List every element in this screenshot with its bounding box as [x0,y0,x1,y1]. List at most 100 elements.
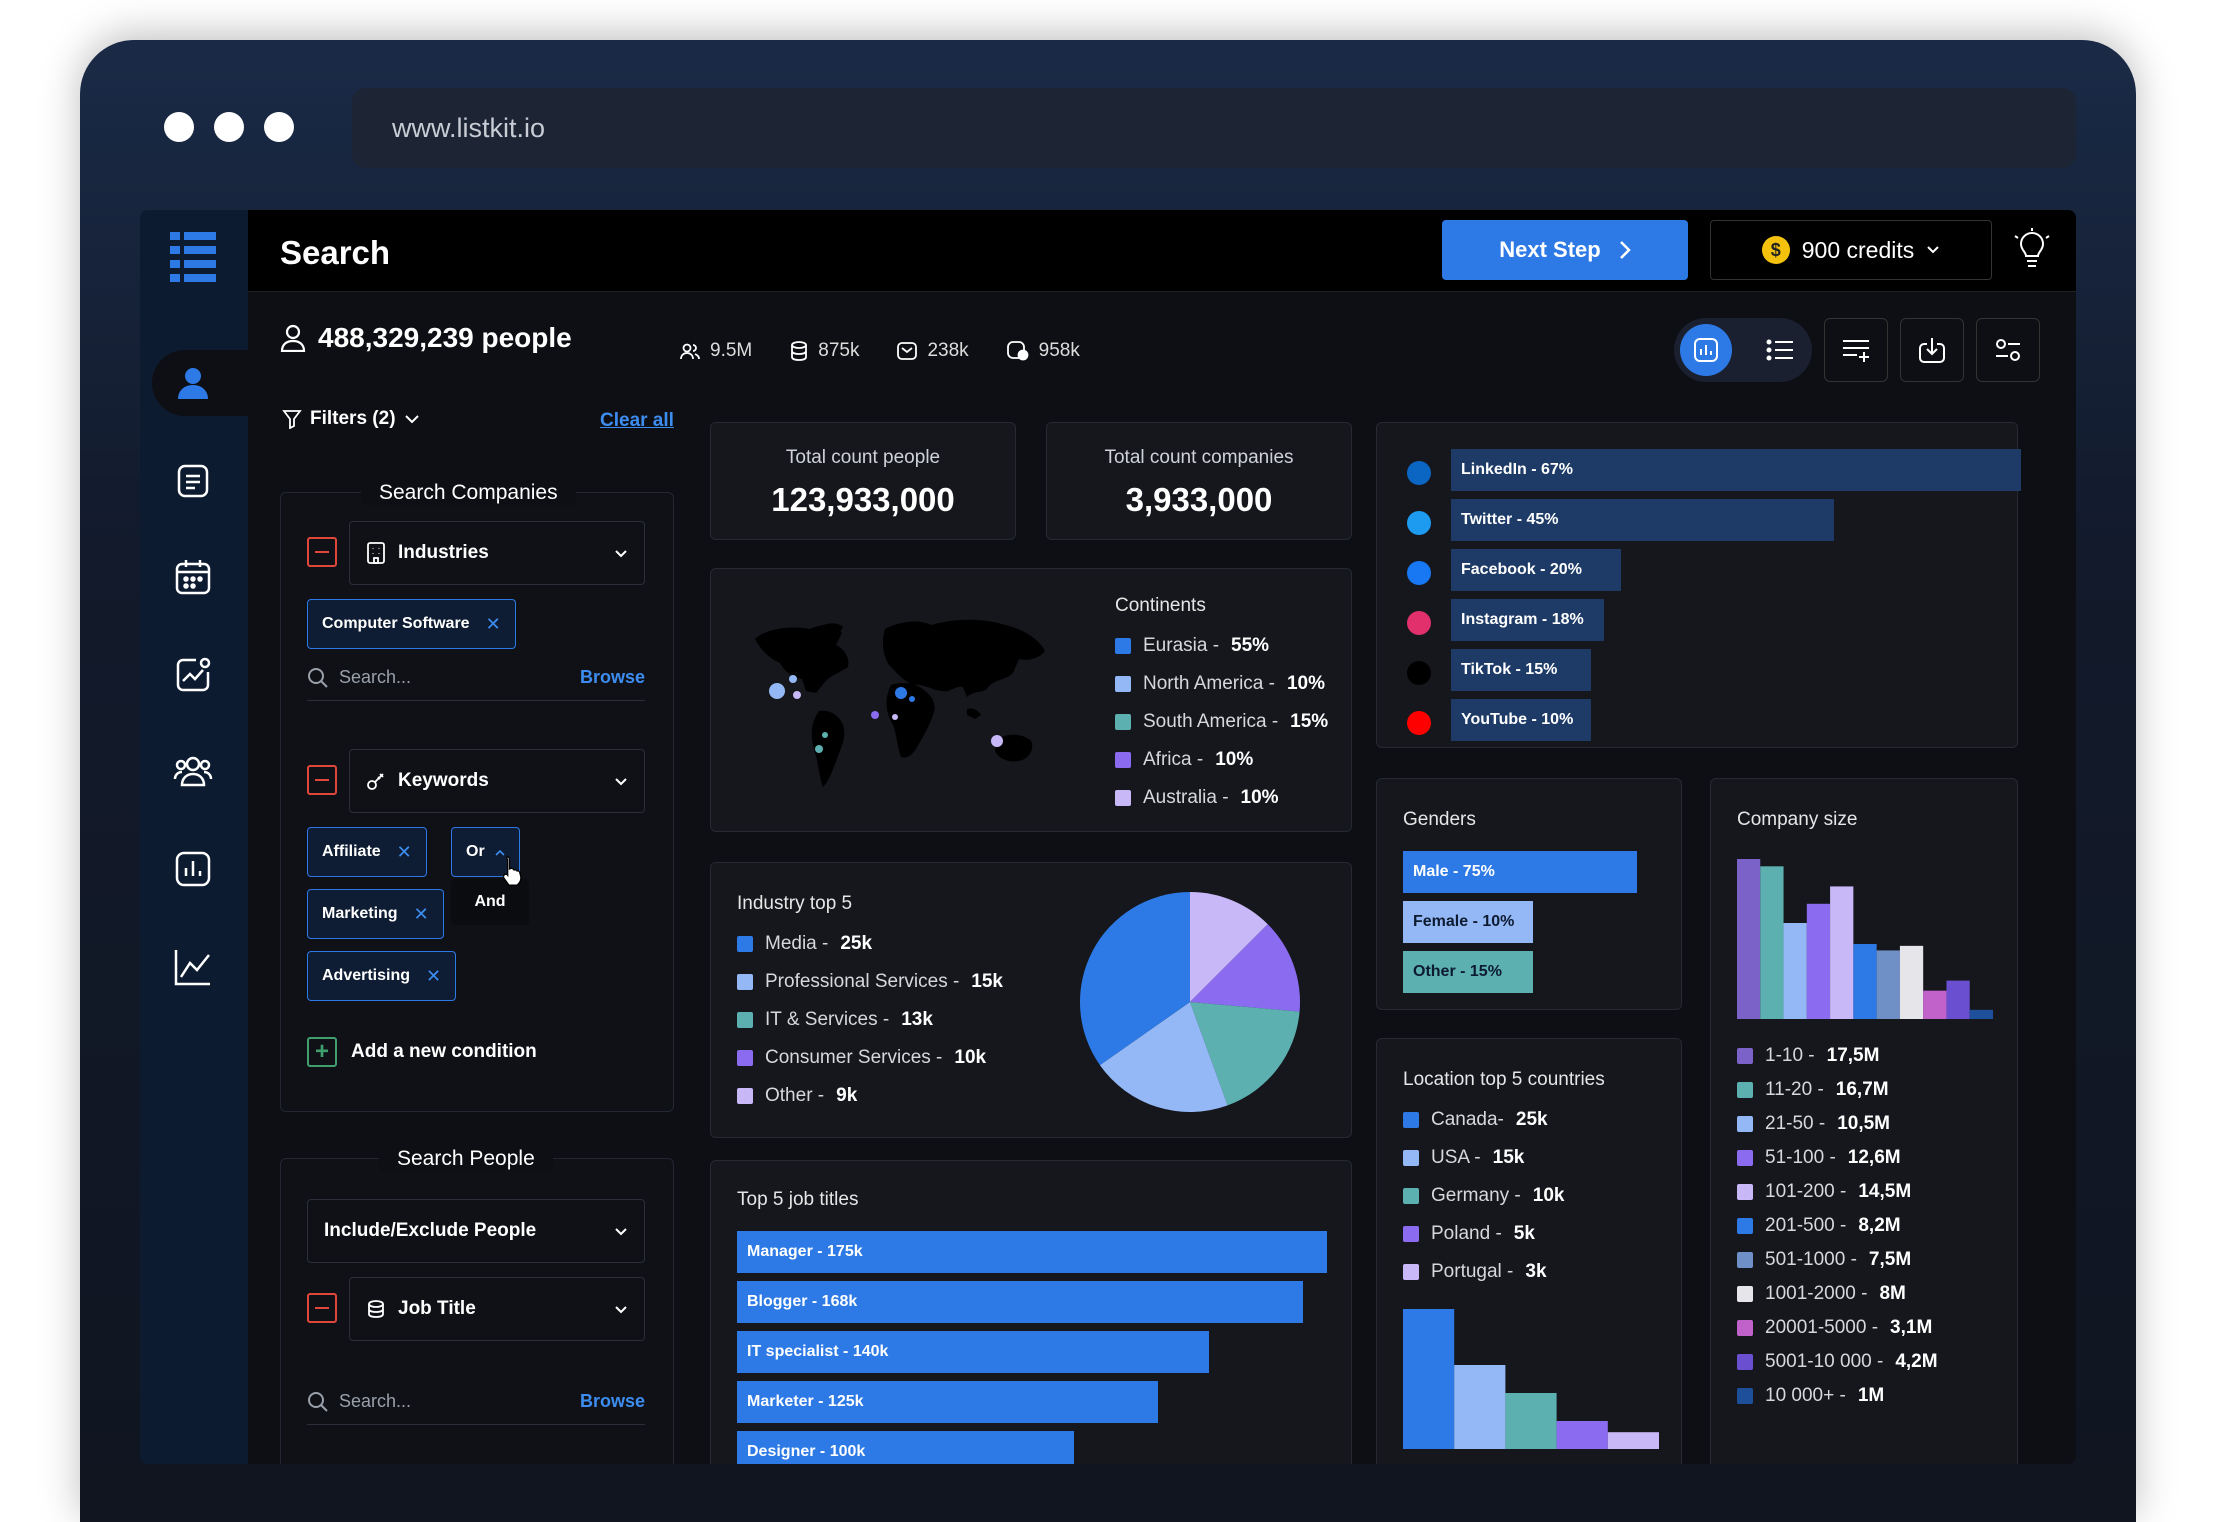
view-controls [1674,318,2040,382]
social-bar-label: YouTube - 10% [1461,711,1574,728]
logo-icon [170,232,216,282]
search-companies-panel: Search Companies Industries Computer Sof… [280,481,674,1112]
sidebar-item-calendar[interactable] [170,554,216,600]
industry-legend-item: Other - 9k [737,1085,1003,1107]
company-size-legend-swatch [1737,1320,1753,1336]
location-bar [1607,1432,1659,1449]
location-legend-swatch [1403,1264,1419,1280]
maximize-window-dot[interactable] [264,112,294,142]
company-size-legend-value: 14,5M [1858,1181,1912,1202]
pie-slice [1099,1002,1228,1112]
company-size-card: Company size 1-10 - 17,5M 11-20 - 16,7M 21… [1710,778,2018,1464]
add-column-button[interactable] [1824,318,1888,382]
location-legend-label: Germany - [1431,1185,1521,1206]
location-legend: Canada- 25k USA - 15k Germany - 10k Poland … [1403,1109,1564,1283]
search-people-title: Search People [379,1147,553,1171]
include-exclude-dropdown[interactable]: Include/Exclude People [307,1199,645,1263]
close-icon[interactable]: ✕ [426,965,442,986]
browse-industries-link[interactable]: Browse [579,667,645,687]
chevron-down-icon [404,415,419,424]
main-content: 488,329,239 people 9.5M 875k 238k 958k [248,292,2076,1464]
industry-legend-label: Media - [765,933,829,954]
filters-toggle[interactable]: Filters (2) [282,408,420,430]
browse-job-titles-link[interactable]: Browse [579,1391,645,1411]
continents-card: Continents Eurasia - 55% North America - … [710,568,1352,832]
location-legend-label: USA - [1431,1147,1481,1168]
industry-legend: Media - 25k Professional Services - 15k IT… [737,933,1003,1107]
sidebar-item-people[interactable] [170,360,216,406]
company-size-legend-item: 5001-10 000 - 4,2M [1737,1351,1938,1373]
continents-legend-item: South America - 15% [1115,711,1328,733]
close-icon[interactable]: ✕ [485,613,501,634]
keyword-chip-affiliate[interactable]: Affiliate ✕ [307,827,427,877]
minimize-window-dot[interactable] [214,112,244,142]
continents-legend-swatch [1115,638,1131,654]
credits-dropdown[interactable]: $ 900 credits [1710,220,1992,280]
total-companies-label: Total count companies [1104,447,1294,468]
remove-keywords-button[interactable] [307,765,337,795]
job-titles-card: Top 5 job titles Manager - 175k Blogger -… [710,1160,1352,1464]
continents-legend-value: 10% [1286,673,1326,694]
keyword-chip-marketing[interactable]: Marketing ✕ [307,889,444,939]
gender-bar: Male - 75% [1403,851,1637,893]
chevron-down-icon [615,1305,627,1313]
add-condition-button[interactable]: + Add a new condition [307,1037,537,1067]
company-size-legend-value: 10,5M [1837,1113,1891,1134]
sidebar-item-analytics[interactable] [170,652,216,698]
line-chart-icon [174,950,210,986]
calendar-icon [175,560,211,595]
industry-legend-label: Professional Services - [765,971,960,992]
pie-slice [1190,924,1300,1012]
gender-bar-label: Female - 10% [1413,913,1515,930]
industries-search[interactable]: Search... Browse [307,655,645,701]
location-legend-item: Germany - 10k [1403,1185,1564,1207]
search-people-panel: Search People Include/Exclude People Job… [280,1147,674,1464]
continents-legend-label: South America - [1143,711,1279,732]
job-title-search[interactable]: Search... Browse [307,1379,645,1425]
company-size-legend-swatch [1737,1184,1753,1200]
social-bar: Twitter - 45% [1451,499,1834,541]
remove-industries-button[interactable] [307,537,337,567]
job-title-dropdown[interactable]: Job Title [349,1277,645,1341]
industry-legend-item: IT & Services - 13k [737,1009,1003,1031]
lightbulb-icon[interactable] [2012,228,2052,270]
database-icon [368,1300,384,1318]
continents-legend-value: 10% [1240,787,1279,808]
user-icon [280,324,306,352]
company-size-bar [1876,950,1900,1019]
list-view-button[interactable] [1754,339,1806,361]
next-step-label: Next Step [1499,237,1601,262]
facebook-icon [1407,561,1431,585]
industry-chip[interactable]: Computer Software ✕ [307,599,516,649]
remove-job-title-button[interactable] [307,1293,337,1323]
operator-option-and[interactable]: And [451,879,529,925]
url-bar[interactable]: www.listkit.io [352,88,2076,168]
download-button[interactable] [1900,318,1964,382]
tiktok-icon [1407,661,1431,685]
clear-all-link[interactable]: Clear all [600,410,674,431]
next-step-button[interactable]: Next Step [1442,220,1688,280]
sidebar-item-reports[interactable] [170,846,216,892]
bar-chart-icon [1694,338,1718,362]
industries-dropdown[interactable]: Industries [349,521,645,585]
download-icon [1919,338,1945,363]
stat-emails: 238k [897,340,969,362]
keyword-chip-advertising[interactable]: Advertising ✕ [307,951,457,1001]
company-size-legend-value: 4,2M [1895,1351,1938,1372]
chart-view-button[interactable] [1680,324,1732,376]
plus-icon: + [307,1037,337,1067]
company-size-legend-swatch [1737,1286,1753,1302]
settings-button[interactable] [1976,318,2040,382]
keywords-dropdown[interactable]: Keywords [349,749,645,813]
location-legend-label: Portugal - [1431,1261,1514,1282]
continents-legend: Eurasia - 55% North America - 10% South Am… [1115,635,1328,809]
close-icon[interactable]: ✕ [396,841,412,862]
close-window-dot[interactable] [164,112,194,142]
sidebar-item-lists[interactable] [170,458,216,504]
twitter-icon [1407,511,1431,535]
sidebar-item-team[interactable] [170,748,216,794]
close-icon[interactable]: ✕ [413,903,429,924]
pie-slice [1080,892,1190,1066]
social-bar-label: TikTok - 15% [1461,661,1558,678]
sidebar-item-stats[interactable] [170,944,216,990]
